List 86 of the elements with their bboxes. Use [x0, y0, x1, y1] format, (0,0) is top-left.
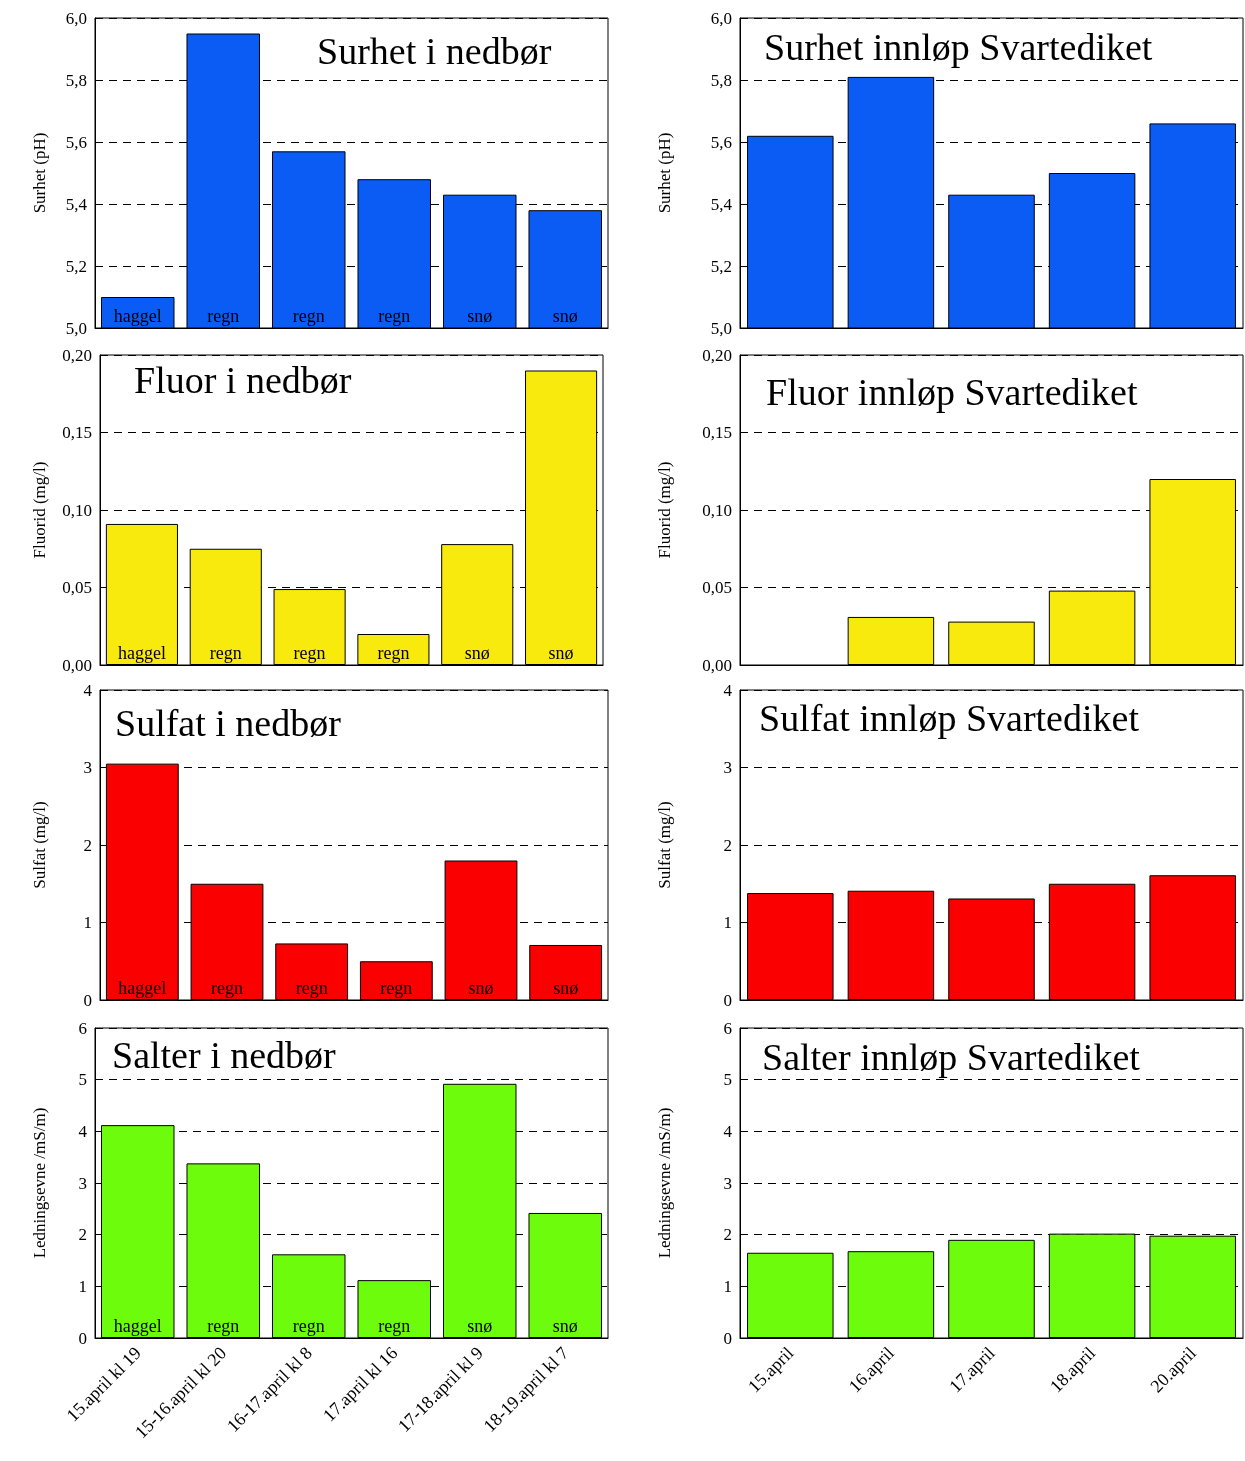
y-tick-label: 2: [83, 835, 92, 855]
annotation: regn: [295, 978, 328, 998]
y-tick-label: 3: [723, 758, 732, 777]
y-tick-label: 5,4: [65, 194, 88, 214]
y-tick-label: 5,0: [65, 318, 87, 338]
annotation: regn: [378, 306, 411, 326]
y-tick-label: 5,4: [710, 194, 733, 214]
y-tick-label: 0: [723, 990, 732, 1010]
y-tick-label: 5,8: [710, 70, 732, 90]
y-tick-label: 1: [83, 913, 92, 932]
y-axis-title: Fluorid (mg/l): [655, 461, 674, 559]
chart-title: Fluor innløp Svartediket: [766, 371, 1138, 413]
annotation: haggel: [113, 1316, 162, 1336]
y-tick-label: 1: [723, 1276, 732, 1296]
annotation: haggel: [117, 643, 166, 663]
y-tick-label: 5: [723, 1070, 732, 1090]
y-tick-label: 6,0: [710, 8, 732, 28]
y-tick-label: 0: [83, 990, 92, 1010]
y-tick-label: 1: [723, 913, 732, 932]
chart-title: Fluor i nedbør: [134, 359, 352, 401]
y-tick-label: 5,2: [65, 256, 87, 276]
annotation: regn: [292, 306, 325, 326]
y-axis-title: Ledningsevne /mS/m): [655, 1107, 674, 1259]
annotation: snø: [464, 643, 490, 663]
annotation: haggel: [113, 306, 162, 326]
y-tick-label: 0,05: [62, 578, 92, 597]
y-tick-label: 5,6: [710, 132, 732, 152]
y-tick-label: 5,6: [65, 132, 87, 152]
annotation: regn: [378, 1316, 411, 1336]
y-tick-label: 0,15: [702, 423, 732, 442]
annotation: regn: [209, 643, 242, 663]
annotation: snø: [548, 643, 574, 663]
annotation: snø: [553, 978, 579, 998]
y-tick-label: 3: [83, 758, 92, 777]
annotation: regn: [380, 978, 413, 998]
annotation: regn: [377, 643, 410, 663]
y-axis-title: Sulfat (mg/l): [655, 801, 674, 889]
y-tick-label: 4: [723, 1121, 733, 1141]
chart-title: Salter i nedbør: [112, 1034, 337, 1076]
y-tick-label: 4: [78, 1121, 88, 1141]
annotation: regn: [207, 1316, 240, 1336]
annotation: regn: [293, 643, 326, 663]
y-tick-label: 5: [78, 1070, 87, 1090]
y-axis-title: Fluorid (mg/l): [30, 461, 49, 559]
y-tick-label: 1: [78, 1276, 87, 1296]
y-tick-label: 2: [723, 835, 732, 855]
y-tick-label: 0,15: [62, 423, 92, 442]
annotation: snø: [552, 1316, 578, 1336]
y-axis-title: Surhet (pH): [655, 132, 674, 214]
annotation: snø: [552, 306, 578, 326]
chart-title: Surhet innløp Svartediket: [764, 26, 1153, 68]
y-tick-label: 0,10: [62, 500, 92, 520]
annotation: regn: [207, 306, 240, 326]
annotation: snø: [468, 978, 494, 998]
annotation: snø: [467, 306, 493, 326]
y-tick-label: 6,0: [65, 8, 87, 28]
y-axis-title: Surhet (pH): [30, 132, 49, 214]
chart-title: Surhet i nedbør: [317, 30, 552, 72]
y-tick-label: 0: [723, 1328, 732, 1348]
y-tick-label: 0,00: [62, 655, 92, 675]
y-tick-label: 3: [78, 1173, 87, 1193]
chart-title: Salter innløp Svartediket: [762, 1036, 1141, 1078]
y-tick-label: 3: [723, 1173, 732, 1193]
y-tick-label: 0,10: [702, 500, 732, 520]
y-tick-label: 5,2: [710, 256, 732, 276]
chart-title: Sulfat i nedbør: [115, 702, 342, 744]
y-tick-label: 2: [723, 1225, 732, 1245]
y-tick-label: 6: [723, 1018, 732, 1038]
chart-title: Sulfat innløp Svartediket: [759, 697, 1140, 739]
y-tick-label: 0,05: [702, 578, 732, 597]
y-tick-label: 2: [78, 1225, 87, 1245]
annotation: regn: [211, 978, 243, 998]
y-axis-title: Ledningsevne /mS/m): [30, 1107, 49, 1259]
annotation: snø: [467, 1316, 493, 1336]
y-tick-label: 6: [78, 1018, 87, 1038]
y-tick-label: 4: [83, 680, 93, 700]
y-tick-label: 0,20: [702, 345, 732, 365]
y-tick-label: 4: [723, 680, 733, 700]
y-tick-label: 0,00: [702, 655, 732, 675]
annotation: haggel: [118, 978, 167, 998]
y-tick-label: 5,8: [65, 70, 87, 90]
y-tick-label: 5,0: [710, 318, 732, 338]
y-axis-title: Sulfat (mg/l): [30, 801, 49, 889]
y-tick-label: 0,20: [62, 345, 92, 365]
annotation: regn: [292, 1316, 325, 1336]
y-tick-label: 0: [78, 1328, 87, 1348]
